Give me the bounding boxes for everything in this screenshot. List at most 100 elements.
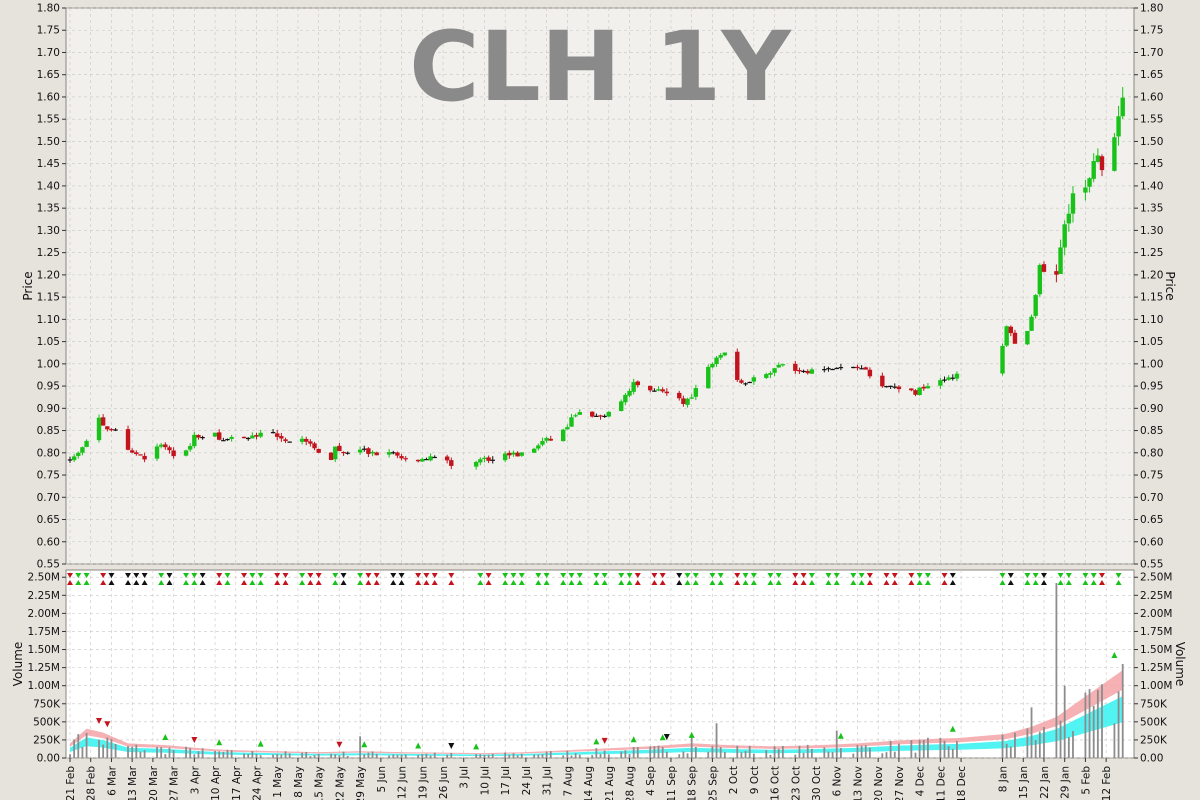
signal-marker-bottom (618, 580, 625, 585)
signal-marker-bottom (866, 580, 873, 585)
signal-marker-bottom (125, 580, 132, 585)
volume-tick-label-left: 1.50M (28, 644, 60, 656)
volume-tick-label-left: 0.00 (37, 753, 60, 765)
candle-body (1008, 326, 1014, 334)
candle-body (946, 377, 951, 380)
volume-bar (802, 752, 805, 758)
candle-body (826, 368, 831, 370)
volume-bar (160, 747, 163, 758)
x-tick-label: 15 Jan (1018, 766, 1030, 799)
signal-marker-top (626, 573, 633, 578)
candle-body (478, 459, 483, 463)
candle-body (386, 452, 392, 455)
signal-marker-top (241, 573, 248, 578)
x-tick-label: 3 Apr (189, 765, 201, 794)
signal-marker-top (1065, 573, 1072, 578)
volume-bar (549, 751, 552, 758)
candle-body (685, 398, 690, 405)
volume-bar (222, 751, 225, 758)
volume-bar (504, 752, 507, 758)
signal-marker-bottom (676, 580, 683, 585)
volume-axis-title-right: Volume (1173, 642, 1187, 687)
signal-marker-top (684, 573, 691, 578)
signal-marker-top (477, 573, 484, 578)
volume-bar (740, 752, 743, 758)
x-tick-label: 16 Oct (770, 766, 782, 800)
price-axis-title-right: Price (1163, 271, 1177, 300)
candle-body (270, 432, 276, 434)
candle-body (706, 366, 711, 389)
volume-bar (682, 751, 685, 758)
signal-marker-bottom (340, 580, 347, 585)
volume-bar (860, 745, 863, 758)
candle-body (96, 417, 102, 441)
x-tick-label: 19 Jun (417, 766, 429, 799)
candle-body (357, 449, 363, 453)
signal-marker-top (448, 573, 455, 578)
signal-marker-bottom (485, 580, 492, 585)
volume-bar (578, 754, 581, 758)
candle-body (714, 357, 719, 365)
signal-marker-bottom (299, 580, 306, 585)
candle-body (403, 458, 408, 460)
candle-body (689, 397, 694, 399)
volume-bar (591, 755, 594, 758)
x-tick-label: 27 Mar (169, 765, 181, 800)
signal-marker-bottom (216, 580, 223, 585)
signal-marker-bottom (659, 580, 666, 585)
volume-bar (77, 734, 80, 758)
signal-marker-top (601, 573, 608, 578)
volume-bar (951, 748, 954, 758)
candle-body (1099, 156, 1105, 171)
signal-marker-bottom (249, 580, 256, 585)
signal-marker-bottom (601, 580, 608, 585)
volume-bar (1096, 689, 1099, 758)
volume-bar (259, 755, 262, 758)
volume-bar (603, 750, 606, 758)
volume-tick-label-left: 2.00M (28, 608, 60, 620)
signal-marker-bottom (767, 580, 774, 585)
candle-body (502, 453, 508, 461)
signal-marker-top (833, 573, 840, 578)
signal-marker-top (199, 573, 206, 578)
signal-marker-top (108, 573, 115, 578)
volume-bar (537, 754, 540, 758)
signal-marker-bottom (1115, 580, 1122, 585)
signal-marker-top (1040, 573, 1047, 578)
x-tick-label: 8 Jan (998, 766, 1010, 792)
axis-layer: 0.55 0.55 0.60 0.60 0.65 0.65 0.70 0.70 0.75 0.75… (28, 3, 1173, 800)
candle-body (225, 438, 230, 441)
x-tick-label: 12 Jun (397, 766, 409, 799)
candle-body (134, 452, 139, 455)
candle-body (299, 438, 305, 442)
signal-marker-top (908, 573, 915, 578)
x-tick-label: 1 May (272, 766, 284, 798)
volume-tick-label-right: 1.50M (1140, 644, 1172, 656)
volume-bar (110, 738, 113, 758)
volume-axis-title-left: Volume (11, 642, 25, 687)
volume-up-arrow (837, 732, 844, 739)
signal-marker-top (576, 573, 583, 578)
volume-bar (371, 751, 374, 758)
volume-bar (831, 752, 834, 758)
x-tick-label: 3 Jul (459, 766, 471, 789)
volume-down-arrow (663, 733, 670, 740)
signal-marker-bottom (858, 580, 865, 585)
volume-up-arrow (257, 740, 264, 747)
signal-marker-bottom (684, 580, 691, 585)
candle-body (490, 459, 495, 461)
signal-marker-top (709, 573, 716, 578)
price-tick-label-left: 1.30 (37, 225, 60, 237)
signal-marker-bottom (883, 580, 890, 585)
volume-up-arrow (593, 738, 600, 745)
signal-marker-top (315, 573, 322, 578)
price-tick-label-left: 1.05 (37, 336, 60, 348)
price-tick-label-left: 0.65 (37, 514, 60, 526)
volume-bar (1117, 691, 1120, 758)
volume-bar (541, 754, 544, 758)
price-tick-label-right: 0.70 (1140, 492, 1163, 504)
volume-bar (715, 723, 718, 758)
candle-body (71, 456, 77, 461)
volume-bar (189, 748, 192, 758)
signal-marker-top (568, 573, 575, 578)
